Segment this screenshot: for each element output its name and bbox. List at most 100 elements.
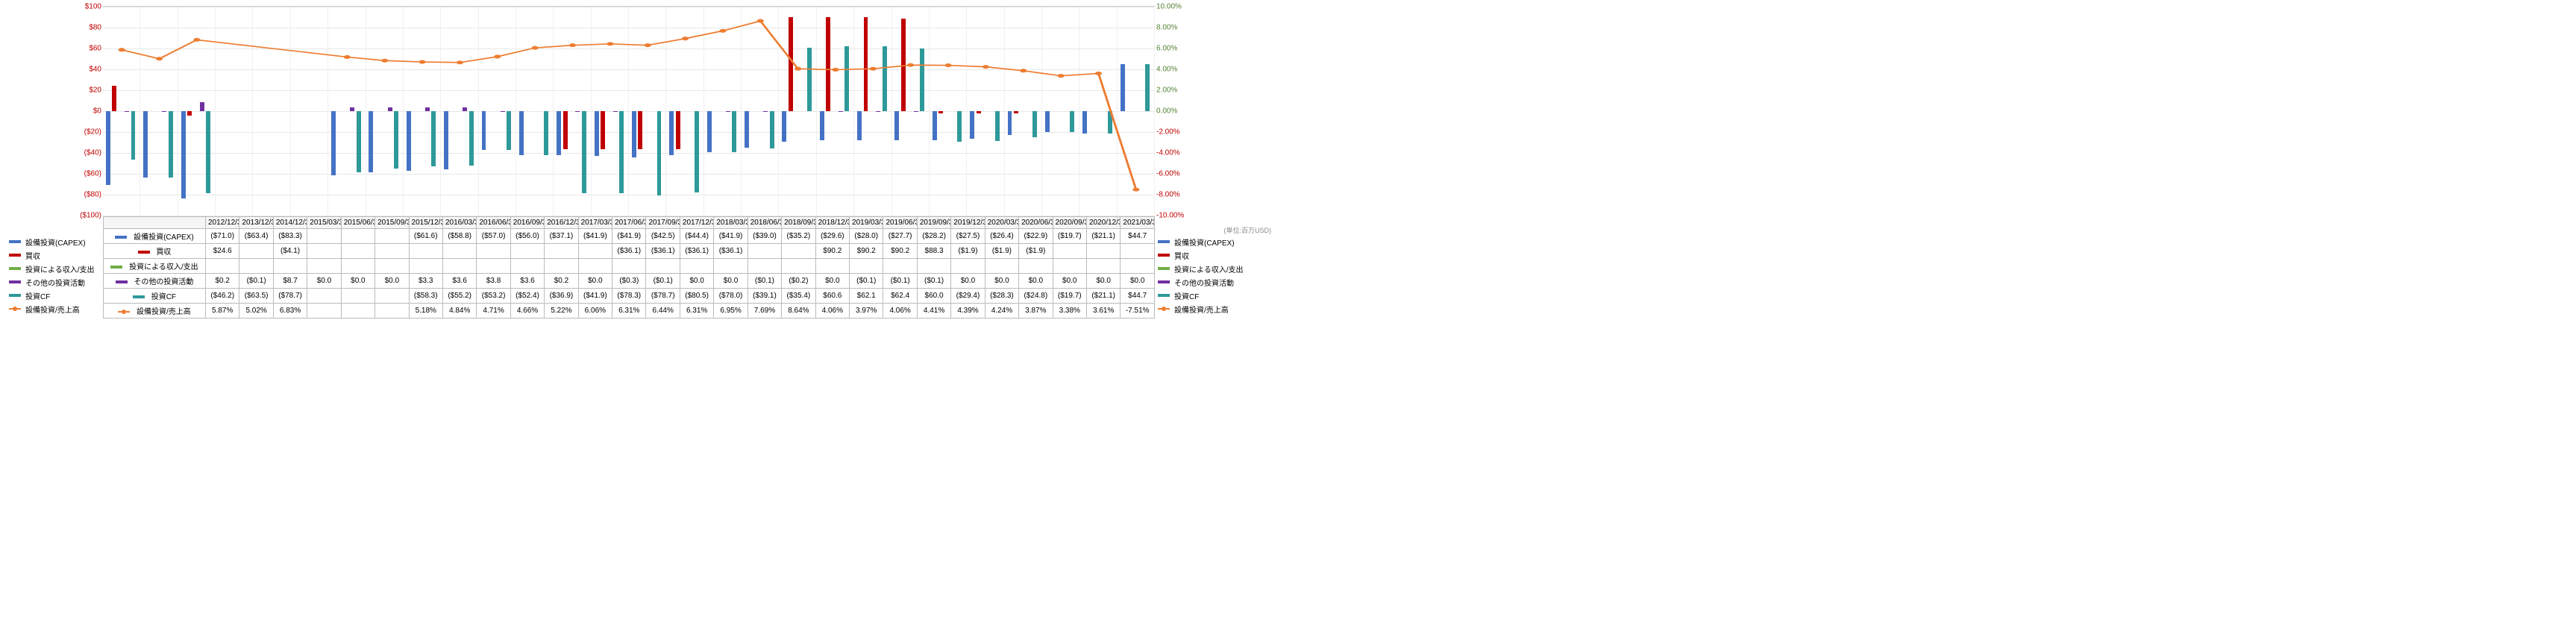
capex-bar [970,111,974,139]
data-cell: 4.24% [985,304,1018,319]
data-cell: ($41.9) [578,289,612,304]
data-cell: $3.6 [442,274,476,289]
period-col [366,7,404,216]
legend-item-fin_inout: 投資による収入/支出 [1155,262,1274,275]
data-cell: $0.2 [545,274,578,289]
inv_cf-bar [1145,64,1150,111]
period-header: 2015/09/30 [375,217,409,229]
data-cell [1053,244,1086,259]
fin_inout-legend-label: 投資による収入/支出 [1174,263,1243,274]
other_inv-swatch [9,280,21,283]
inv_cf-swatch [1158,294,1170,297]
period-col [854,7,891,216]
data-cell: ($63.4) [239,229,273,244]
period-col [253,7,290,216]
fin_inout-legend-label: 投資による収入/支出 [25,263,94,274]
data-cell [307,244,341,259]
period-col [441,7,478,216]
inv_cf-row-swatch [133,295,145,298]
fin_inout-swatch [9,267,21,270]
data-cell [477,259,510,274]
data-cell [307,304,341,319]
period-col [1042,7,1079,216]
inv_cf-bar [357,111,361,172]
data-cell [985,259,1018,274]
y-tick-left: $0 [93,107,101,116]
data-cell: ($44.4) [680,229,713,244]
ratio-swatch [9,308,21,310]
data-cell [341,304,375,319]
data-cell [782,244,815,259]
data-cell: ($0.1) [748,274,781,289]
data-cell: ($36.1) [612,244,646,259]
data-cell: 6.44% [646,304,680,319]
data-cell: ($83.3) [273,229,307,244]
ratio-legend-label: 設備投資/売上高 [1174,304,1229,315]
inv_cf-bar [770,111,774,148]
period-header: 2016/12/31 [545,217,578,229]
table-corner [104,217,206,229]
data-cell: ($58.3) [409,289,442,304]
data-cell: ($37.1) [545,229,578,244]
capex-bar [1121,64,1125,111]
data-cell: $90.2 [850,244,883,259]
data-cell: ($26.4) [985,229,1018,244]
inv_cf-bar [544,111,548,155]
data-cell: ($53.2) [477,289,510,304]
legend-item-acq: 買収 [1155,248,1274,262]
period-col [629,7,666,216]
data-cell [409,244,442,259]
period-col [666,7,703,216]
y-tick-left: $100 [85,3,101,11]
data-cell [375,244,409,259]
data-cell: $3.3 [409,274,442,289]
acq-legend-label: 買収 [1174,250,1189,261]
data-cell: ($35.4) [782,289,815,304]
acq-swatch [1158,254,1170,257]
y-tick-right: -2.00% [1156,128,1220,137]
period-col [592,7,629,216]
period-header: 2017/03/31 [578,217,612,229]
y-tick-left: ($80) [84,191,101,199]
inv_cf-legend-label: 投資CF [25,290,50,301]
period-header: 2018/06/30 [748,217,781,229]
data-cell: ($21.1) [1086,229,1120,244]
capex-bar [820,111,824,140]
data-cell: ($0.1) [883,274,917,289]
period-col [779,7,816,216]
acq-bar [977,111,981,113]
acq-bar [789,17,793,111]
data-cell: ($41.9) [578,229,612,244]
series-row-header: 投資CF [104,289,206,304]
data-cell: 4.84% [442,304,476,319]
inv_cf-bar [657,111,662,195]
period-col [216,7,253,216]
legend-item-fin_inout: 投資による収入/支出 [6,262,103,275]
data-cell: ($39.1) [748,289,781,304]
data-cell: ($36.1) [714,244,748,259]
period-header: 2019/09/30 [917,217,950,229]
data-cell [442,259,476,274]
data-cell: $88.3 [917,244,950,259]
capex-bar [444,111,448,169]
data-cell: ($78.0) [714,289,748,304]
data-cell [815,259,849,274]
data-cell: ($46.2) [206,289,239,304]
data-cell: $0.0 [1053,274,1086,289]
period-header: 2019/03/31 [850,217,883,229]
period-header: 2017/12/31 [680,217,713,229]
data-cell: ($39.0) [748,229,781,244]
period-header: 2017/09/30 [646,217,680,229]
inv_cf-bar [619,111,624,193]
series-row-header: その他の投資活動 [104,274,206,289]
period-header: 2018/12/31 [815,217,849,229]
data-cell: 3.61% [1086,304,1120,319]
legend-item-ratio: 設備投資/売上高 [6,302,103,316]
data-cell: ($78.7) [273,289,307,304]
y-tick-left: $60 [89,45,101,53]
acq-legend-label: 買収 [25,250,40,261]
data-cell: ($41.9) [612,229,646,244]
y-tick-left: ($100) [80,212,101,220]
data-cell [341,244,375,259]
inv_cf-bar [169,111,173,178]
